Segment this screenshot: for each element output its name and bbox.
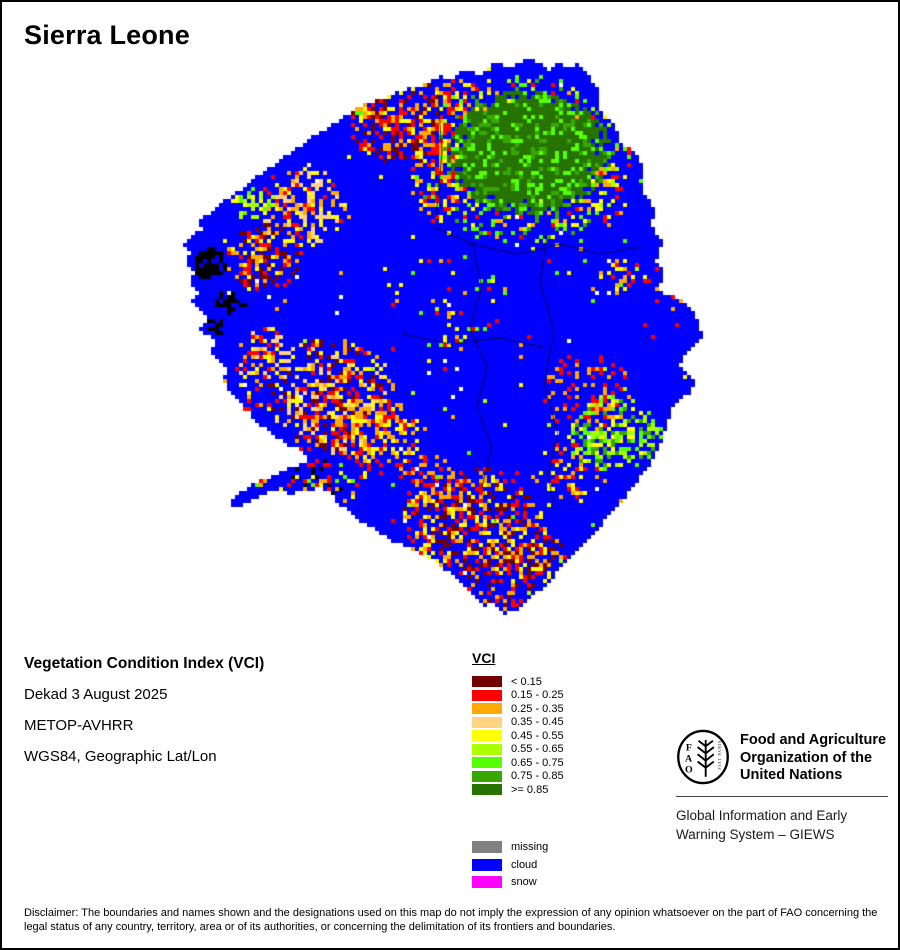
page-title: Sierra Leone <box>24 20 190 50</box>
legend-swatch <box>472 770 502 782</box>
legend-row: 0.45 - 0.55 <box>472 729 564 743</box>
fao-branding: F A O FIAT PANIS Food and Agriculture Or… <box>676 729 888 844</box>
legend-label: >= 0.85 <box>511 783 549 796</box>
legend-row: missing <box>472 839 564 857</box>
legend-label: 0.55 - 0.65 <box>511 743 564 756</box>
fao-motto-text: FIAT PANIS <box>717 740 722 770</box>
legend-label: 0.75 - 0.85 <box>511 770 564 783</box>
legend-swatch <box>472 716 502 728</box>
legend-swatch <box>472 876 502 889</box>
fao-letter-a: A <box>685 754 693 765</box>
legend-row: < 0.15 <box>472 675 564 689</box>
legend-row: 0.55 - 0.65 <box>472 743 564 757</box>
legend-extra-classes: missing cloud snow <box>472 839 564 892</box>
legend-row: 0.75 - 0.85 <box>472 770 564 784</box>
legend-row: cloud <box>472 856 564 874</box>
product-name: Vegetation Condition Index (VCI) <box>24 655 265 672</box>
fao-name-line: Food and Agriculture <box>740 732 887 748</box>
fao-name-line: United Nations <box>740 767 843 783</box>
legend-swatch <box>472 676 502 688</box>
dekad-label: Dekad 3 August 2025 <box>24 686 168 703</box>
fao-letter-o: O <box>685 764 693 775</box>
disclaimer-text: Disclaimer: The boundaries and names sho… <box>24 907 878 933</box>
legend-row: >= 0.85 <box>472 783 564 797</box>
legend-label: 0.25 - 0.35 <box>511 702 564 715</box>
legend-row: 0.65 - 0.75 <box>472 756 564 770</box>
legend-swatch <box>472 858 502 871</box>
legend-row: 0.15 - 0.25 <box>472 689 564 703</box>
legend-swatch <box>472 703 502 715</box>
wheat-emblem-icon <box>697 739 715 777</box>
fao-letter-f: F <box>686 743 692 754</box>
giews-line: Global Information and Early <box>676 808 848 823</box>
legend-row: 0.25 - 0.35 <box>472 702 564 716</box>
fao-name-line: Organization of the <box>740 749 873 766</box>
legend-title: VCI <box>472 650 496 666</box>
legend-swatch <box>472 689 502 701</box>
legend-swatch <box>472 757 502 769</box>
giews-line: Warning System – GIEWS <box>676 827 835 842</box>
fao-logo-icon: F A O FIAT PANIS <box>677 729 729 785</box>
fao-divider <box>676 796 888 797</box>
legend-label: snow <box>511 876 537 889</box>
legend-label: missing <box>511 841 549 854</box>
legend-swatch <box>472 784 502 796</box>
fao-logo-row: F A O FIAT PANIS Food and Agriculture Or… <box>676 729 888 785</box>
legend-label: 0.65 - 0.75 <box>511 756 564 769</box>
legend-swatch <box>472 743 502 755</box>
legend-label: 0.15 - 0.25 <box>511 689 564 702</box>
vci-map-canvas <box>167 47 727 627</box>
legend-label: 0.35 - 0.45 <box>511 716 564 729</box>
legend-classes: < 0.15 0.15 - 0.25 0.25 - 0.35 0.35 - 0.45 0… <box>472 675 564 797</box>
projection-label: WGS84, Geographic Lat/Lon <box>24 748 217 765</box>
sensor-label: METOP-AVHRR <box>24 717 134 734</box>
legend-swatch <box>472 730 502 742</box>
map-info-block: Vegetation Condition Index (VCI) Dekad 3… <box>24 648 264 772</box>
legend-row: 0.35 - 0.45 <box>472 716 564 730</box>
legend-label: 0.45 - 0.55 <box>511 729 564 742</box>
legend-row: snow <box>472 874 564 892</box>
legend-label: < 0.15 <box>511 675 542 688</box>
vci-legend: VCI < 0.15 0.15 - 0.25 0.25 - 0.35 0.35 - 0… <box>472 650 564 891</box>
fao-name: Food and Agriculture Organization of the… <box>740 729 886 785</box>
giews-name: Global Information and Early Warning Sys… <box>676 806 888 844</box>
legend-label: cloud <box>511 858 538 871</box>
legend-swatch <box>472 841 502 854</box>
